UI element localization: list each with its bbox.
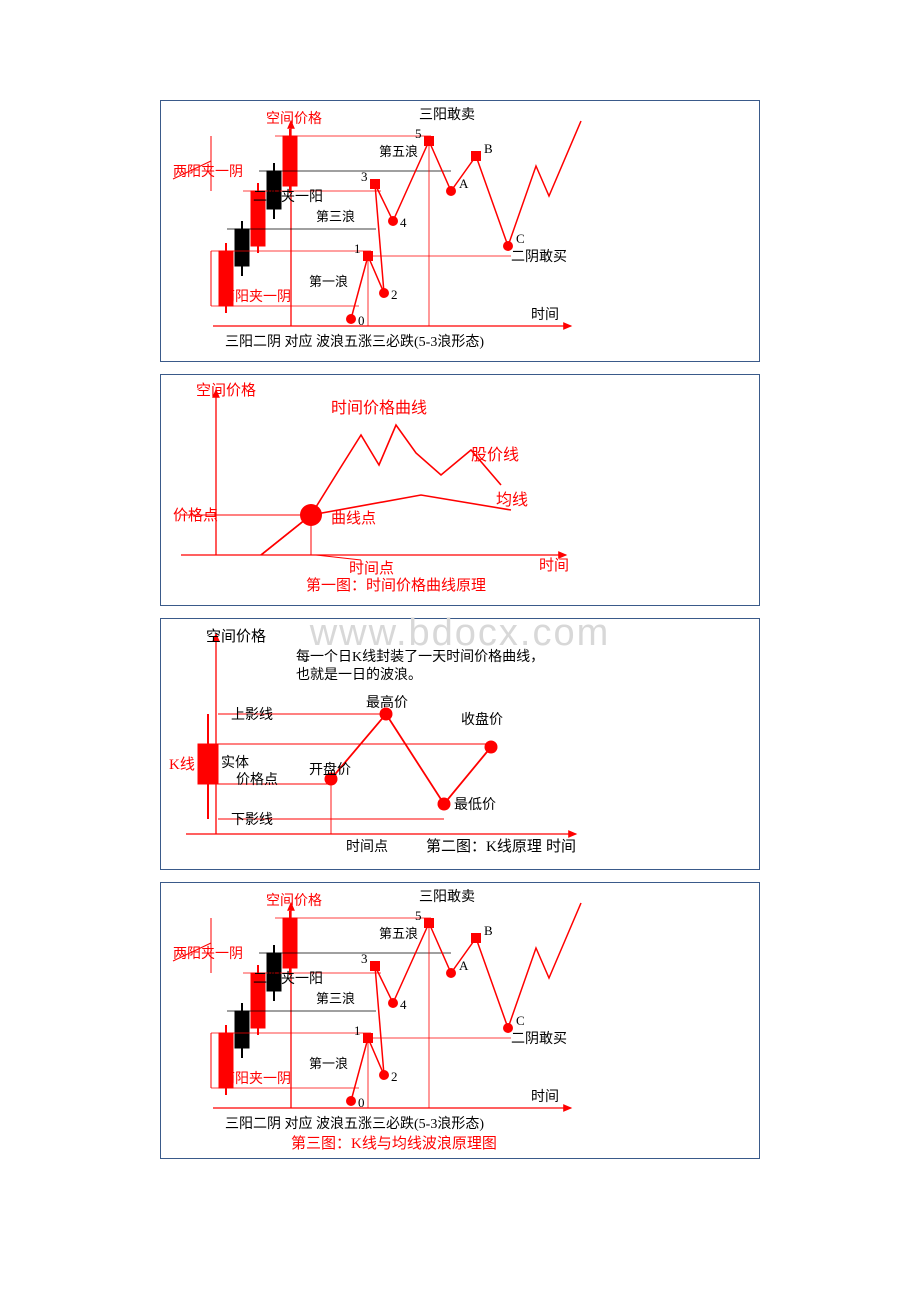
- label-w1-4: 第一浪: [309, 1056, 348, 1071]
- label-low: 最低价: [454, 797, 496, 813]
- svg-text:5: 5: [415, 908, 422, 923]
- label-wave3: 第三浪: [316, 209, 355, 224]
- svg-text:2: 2: [391, 287, 398, 302]
- label-axis-y4: 空间价格: [266, 893, 322, 909]
- svg-panel4: 空间价格 时间 0 1 2 3 4 5 A B C 三阳敢卖 二阴敢买 两阳夹一阴 两阳夹一阴…: [161, 883, 591, 1158]
- label-priceline: 股价线: [471, 446, 519, 464]
- label-timepoint2: 时间点: [349, 560, 394, 577]
- label-caption4: 第三图：K线与均线波浪原理图: [291, 1134, 497, 1152]
- label-2yin1yang: 二阴夹一阳: [253, 189, 323, 205]
- label-axis-x3: 时间: [546, 838, 576, 855]
- svg-text:C: C: [516, 231, 525, 246]
- label-axis-y3: 空间价格: [206, 628, 266, 645]
- panel-wave-5-3: 空间价格 时间 0 1 2 3 4 5 A B C 三阳敢卖 二阴敢买 两阳夹一阴 两阳夹一阴…: [160, 100, 760, 362]
- label-lower: 下影线: [231, 812, 273, 828]
- svg-text:4: 4: [400, 997, 407, 1012]
- svg-text:4: 4: [400, 215, 407, 230]
- label-caption2: 第一图：时间价格曲线原理: [306, 576, 486, 594]
- label-axis-x1: 时间: [531, 307, 559, 323]
- label-bottom4: 三阳二阴 对应 波浪五涨三必跌(5-3浪形态): [225, 1115, 484, 1132]
- label-wave5: 第五浪: [379, 144, 418, 159]
- label-title2: 时间价格曲线: [331, 399, 427, 417]
- svg-text:3: 3: [361, 951, 368, 966]
- svg-panel2: 空间价格 时间 时间价格曲线 股价线 均线 价格点 曲线点 时间点 第一图：时间…: [161, 375, 591, 605]
- label-body: 实体: [221, 755, 249, 771]
- label-upper: 上影线: [231, 707, 273, 723]
- label-close: 收盘价: [461, 711, 503, 728]
- label-w3-4: 第三浪: [316, 991, 355, 1006]
- label-bottom1: 三阳二阴 对应 波浪五涨三必跌(5-3浪形态): [225, 333, 484, 350]
- panel-time-price-curve: 空间价格 时间 时间价格曲线 股价线 均线 价格点 曲线点 时间点 第一图：时间…: [160, 374, 760, 606]
- svg-panel3: 空间价格 时间 每一个日K线封装了一天时间价格曲线， 也就是一日的波浪。 K线 …: [161, 619, 591, 869]
- label-axis-y2: 空间价格: [196, 382, 256, 399]
- panel-kline-principle: 空间价格 时间 每一个日K线封装了一天时间价格曲线， 也就是一日的波浪。 K线 …: [160, 618, 760, 870]
- curve-point-dot: [300, 504, 322, 526]
- label-right-buy4: 二阴敢买: [511, 1031, 567, 1047]
- label-2yin1yang4: 二阴夹一阳: [253, 971, 323, 987]
- label-ma: 均线: [496, 491, 528, 509]
- svg-text:0: 0: [358, 313, 365, 328]
- svg-text:A: A: [459, 176, 469, 191]
- label-wave1: 第一浪: [309, 274, 348, 289]
- svg-text:B: B: [484, 923, 493, 938]
- label-pricepoint: 价格点: [173, 507, 218, 524]
- svg-text:5: 5: [415, 126, 422, 141]
- label-timept3: 时间点: [346, 839, 388, 855]
- label-kline: K线: [169, 756, 195, 773]
- label-axis-x4: 时间: [531, 1089, 559, 1105]
- label-w5-4: 第五浪: [379, 926, 418, 941]
- svg-text:A: A: [459, 958, 469, 973]
- svg-panel1: 空间价格 时间 0 1 2 3 4 5 A B C 三阳敢卖 二阴敢买 两阳夹一阴 两阳夹一阴…: [161, 101, 591, 361]
- svg-text:C: C: [516, 1013, 525, 1028]
- label-top-text1: 每一个日K线封装了一天时间价格曲线，: [296, 649, 544, 665]
- label-top-text2: 也就是一日的波浪。: [296, 667, 422, 683]
- label-top-sell: 三阳敢卖: [419, 107, 475, 123]
- label-2yang1yin-bot: 两阳夹一阴: [221, 289, 291, 305]
- label-caption3: 第二图：K线原理: [426, 837, 542, 855]
- label-2y1y-top4: 两阳夹一阴: [173, 946, 243, 962]
- label-open: 开盘价: [309, 761, 351, 778]
- label-axis-x2: 时间: [539, 557, 569, 574]
- svg-text:B: B: [484, 141, 493, 156]
- label-high: 最高价: [366, 694, 408, 711]
- label-top-sell4: 三阳敢卖: [419, 889, 475, 905]
- svg-text:0: 0: [358, 1095, 365, 1110]
- candles-group: [219, 129, 297, 313]
- label-pricept3: 价格点: [236, 772, 278, 788]
- label-2y1y-bot4: 两阳夹一阴: [221, 1071, 291, 1087]
- svg-text:1: 1: [354, 1023, 361, 1038]
- label-2yang1yin-top: 两阳夹一阴: [173, 164, 243, 180]
- svg-text:1: 1: [354, 241, 361, 256]
- label-right-buy: 二阴敢买: [511, 249, 567, 265]
- panel-kline-ma-wave: 空间价格 时间 0 1 2 3 4 5 A B C 三阳敢卖 二阴敢买 两阳夹一阴 两阳夹一阴…: [160, 882, 760, 1159]
- svg-text:3: 3: [361, 169, 368, 184]
- svg-text:2: 2: [391, 1069, 398, 1084]
- label-axis-y1: 空间价格: [266, 111, 322, 127]
- label-curvepoint: 曲线点: [331, 510, 376, 527]
